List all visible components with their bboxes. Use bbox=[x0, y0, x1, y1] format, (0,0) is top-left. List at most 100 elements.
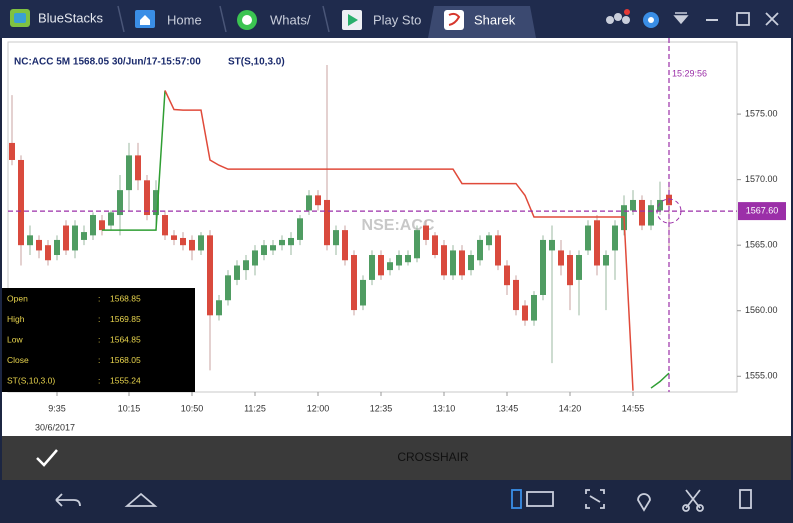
window-controls[interactable] bbox=[606, 9, 779, 28]
info-panel bbox=[2, 288, 195, 392]
y-tick-label: 1555.00 bbox=[745, 371, 778, 381]
candle-body bbox=[657, 199, 663, 211]
candle-body bbox=[315, 195, 321, 206]
info-value: 1568.05 bbox=[110, 355, 141, 365]
candle-body bbox=[594, 220, 600, 266]
y-tick-label: 1575.00 bbox=[745, 108, 778, 118]
toolbar-label: CROSSHAIR bbox=[397, 450, 469, 464]
title-bar bbox=[0, 0, 793, 38]
x-tick-label: 12:00 bbox=[307, 403, 330, 413]
chart-title: NC:ACC 5M 1568.05 30/Jun/17-15:57:00 bbox=[14, 57, 201, 68]
y-tick-label: 1560.00 bbox=[745, 305, 778, 315]
price-label: 1567.60 bbox=[746, 205, 779, 215]
candle-body bbox=[369, 255, 375, 280]
candle-body bbox=[108, 212, 114, 226]
candle-body bbox=[504, 265, 510, 286]
tab-label: Sharek bbox=[474, 12, 516, 27]
candle-body bbox=[216, 300, 222, 316]
candle-body bbox=[360, 279, 366, 306]
nav-bar bbox=[0, 480, 793, 518]
candle-body bbox=[522, 305, 528, 321]
tab-divider bbox=[117, 5, 330, 33]
candle-body bbox=[144, 180, 150, 216]
indicator-label: ST(S,10,3.0) bbox=[228, 57, 285, 68]
nav-buttons[interactable] bbox=[55, 489, 752, 512]
tab[interactable]: Play Sto bbox=[342, 10, 421, 30]
info-separator: : bbox=[98, 334, 100, 344]
info-label: Low bbox=[7, 334, 23, 344]
candle-body bbox=[297, 218, 303, 240]
candle-body bbox=[162, 215, 168, 236]
tab-label: Whats/ bbox=[270, 12, 311, 27]
candle-body bbox=[243, 260, 249, 271]
candle-body bbox=[63, 225, 69, 251]
candle-body bbox=[351, 255, 357, 311]
confirm-button[interactable] bbox=[36, 449, 58, 467]
info-rows: Open:1568.85High:1569.85Low:1564.85Close… bbox=[7, 293, 141, 385]
candle-body bbox=[459, 250, 465, 276]
candle-body bbox=[126, 155, 132, 191]
candle-body bbox=[72, 225, 78, 251]
candle-body bbox=[54, 239, 60, 256]
candle-body bbox=[288, 237, 294, 246]
supertrend-down bbox=[164, 90, 634, 391]
candle-body bbox=[378, 255, 384, 276]
candle-body bbox=[648, 205, 654, 226]
tab-label: Play Sto bbox=[373, 12, 421, 27]
candle-body bbox=[117, 190, 123, 216]
candle-body bbox=[630, 199, 636, 211]
x-tick-label: 13:45 bbox=[496, 403, 519, 413]
candle-body bbox=[450, 250, 456, 276]
candle-body bbox=[576, 255, 582, 280]
time-label: 15:29:56 bbox=[672, 68, 707, 78]
candle-body bbox=[468, 255, 474, 271]
info-label: ST(S,10,3.0) bbox=[7, 375, 55, 385]
toolbar bbox=[2, 436, 791, 480]
bluestacks-logo bbox=[10, 9, 30, 27]
y-tick-label: 1570.00 bbox=[745, 174, 778, 184]
candle-body bbox=[486, 235, 492, 246]
candle-body bbox=[27, 235, 33, 246]
x-tick-label: 9:35 bbox=[48, 403, 66, 413]
candle-body bbox=[18, 159, 24, 246]
candle-body bbox=[81, 232, 87, 240]
info-separator: : bbox=[98, 355, 100, 365]
x-tick-label: 13:10 bbox=[433, 403, 456, 413]
candle-body bbox=[612, 225, 618, 251]
candle-body bbox=[279, 239, 285, 246]
candle-body bbox=[342, 230, 348, 261]
candle-body bbox=[477, 239, 483, 261]
candle-body bbox=[135, 155, 141, 181]
candle-body bbox=[396, 255, 402, 266]
info-separator: : bbox=[98, 293, 100, 303]
plot-frame bbox=[7, 41, 738, 393]
info-separator: : bbox=[98, 375, 100, 385]
candle-body bbox=[270, 245, 276, 251]
info-value: 1569.85 bbox=[110, 314, 141, 324]
candle-body bbox=[261, 245, 267, 256]
tab-label: BlueStacks bbox=[38, 10, 104, 25]
candle-body bbox=[540, 239, 546, 295]
candle-body bbox=[252, 250, 258, 266]
candle-body bbox=[90, 215, 96, 236]
candle-body bbox=[639, 199, 645, 226]
x-tick-label: 14:55 bbox=[622, 403, 645, 413]
candle-body bbox=[153, 190, 159, 216]
candle-body bbox=[585, 225, 591, 251]
candle-body bbox=[423, 225, 429, 240]
candle-body bbox=[45, 245, 51, 261]
info-value: 1568.85 bbox=[110, 293, 141, 303]
tab[interactable]: Whats/ bbox=[237, 10, 311, 30]
candle-body bbox=[189, 239, 195, 251]
candle-body bbox=[558, 250, 564, 266]
x-tick-label: 11:25 bbox=[244, 403, 266, 413]
x-tick-label: 12:35 bbox=[370, 403, 393, 413]
tab-active[interactable]: Sharek bbox=[428, 6, 536, 38]
candle-body bbox=[171, 235, 177, 240]
candle-body bbox=[549, 239, 555, 251]
tab[interactable]: Home bbox=[135, 10, 202, 28]
candle-body bbox=[495, 235, 501, 266]
candle-body bbox=[603, 255, 609, 266]
